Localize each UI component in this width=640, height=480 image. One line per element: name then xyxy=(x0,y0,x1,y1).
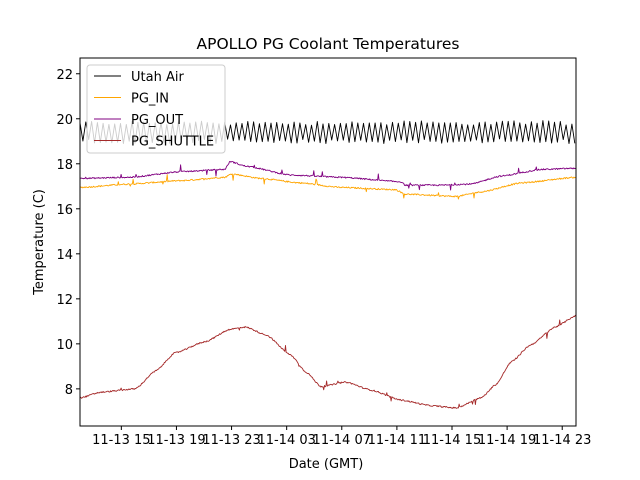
x-axis-label: Date (GMT) xyxy=(289,457,364,472)
legend-label: Utah Air xyxy=(131,70,184,85)
legend-label: PG_IN xyxy=(131,92,169,107)
y-tick-label: 22 xyxy=(56,68,73,83)
y-tick-label: 14 xyxy=(56,248,73,263)
y-tick-label: 20 xyxy=(56,113,73,128)
y-tick-label: 12 xyxy=(56,293,73,308)
y-axis-label: Temperature (C) xyxy=(32,189,47,296)
y-tick-label: 16 xyxy=(56,203,73,218)
x-tick-label: 11-14 11 xyxy=(368,433,426,448)
series-line-pg-in xyxy=(79,173,577,200)
y-tick-label: 10 xyxy=(56,338,73,353)
x-tick-label: 11-14 23 xyxy=(533,433,591,448)
series-line-pg-out xyxy=(79,161,577,191)
x-tick-label: 11-14 19 xyxy=(478,433,536,448)
x-tick-label: 11-13 23 xyxy=(202,433,260,448)
x-tick-label: 11-13 19 xyxy=(147,433,205,448)
legend: Utah Air PG_IN PG_OUT PG_SHUTTLE xyxy=(86,64,226,154)
legend-label: PG_SHUTTLE xyxy=(131,135,214,150)
y-tick-label: 8 xyxy=(65,383,73,398)
legend-label: PG_OUT xyxy=(131,113,183,128)
x-tick-label: 11-14 03 xyxy=(257,433,315,448)
legend-box xyxy=(86,64,226,154)
y-axis: 8 10 12 14 16 18 20 22 xyxy=(56,68,80,398)
y-tick-label: 18 xyxy=(56,158,73,173)
x-tick-label: 11-14 07 xyxy=(313,433,371,448)
chart-title: APOLLO PG Coolant Temperatures xyxy=(197,35,460,53)
x-tick-label: 11-14 15 xyxy=(423,433,481,448)
plot-frame xyxy=(79,57,577,427)
x-tick-label: 11-13 15 xyxy=(92,433,150,448)
series-line-pg-shuttle xyxy=(79,314,577,409)
